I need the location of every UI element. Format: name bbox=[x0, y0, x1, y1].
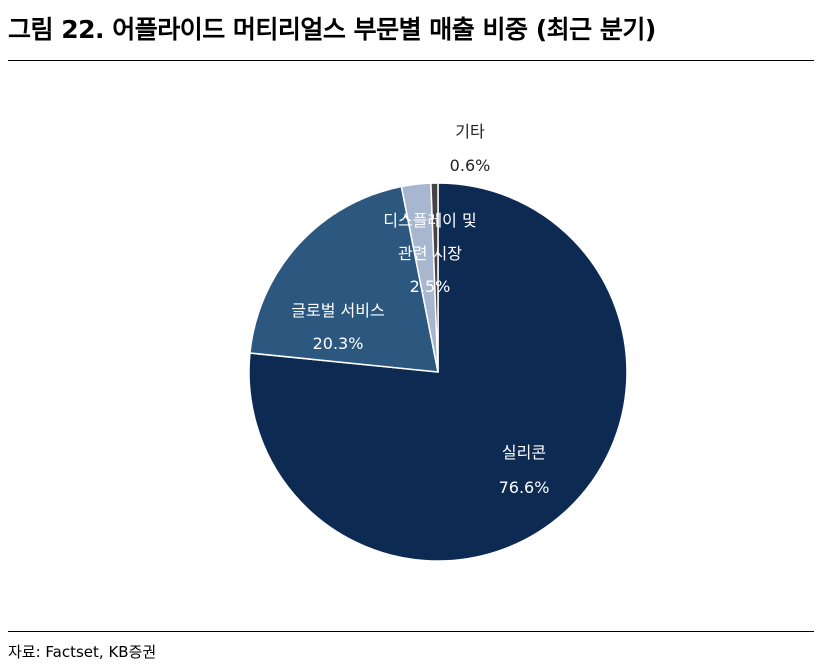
source-divider bbox=[8, 631, 814, 632]
chart-title: 그림 22. 어플라이드 머티리얼스 부문별 매출 비중 (최근 분기) bbox=[8, 15, 656, 44]
source-note: 자료: Factset, KB증권 bbox=[8, 643, 157, 661]
slice-value-label: 0.6% bbox=[450, 156, 491, 175]
slice-category-label: 관련 시장 bbox=[398, 244, 462, 263]
slice-category-label: 디스플레이 및 bbox=[383, 211, 476, 230]
pie-labels: 실리콘 76.6% 글로벌 서비스 20.3% 디스플레이 및관련 시장 2.5% 기타 0.… bbox=[291, 122, 549, 497]
slice-category-label: 기타 bbox=[455, 122, 485, 141]
slice-value-label: 2.5% bbox=[410, 277, 451, 296]
pie-slice-4 bbox=[430, 182, 439, 373]
title-divider bbox=[8, 60, 814, 61]
pie-slice-2 bbox=[249, 185, 439, 373]
slice-value-label: 20.3% bbox=[313, 334, 364, 353]
slice-category-label: 실리콘 bbox=[502, 443, 546, 462]
pie-slices bbox=[248, 182, 628, 562]
slice-value-label: 76.6% bbox=[499, 478, 550, 497]
slice-category-label: 글로벌 서비스 bbox=[291, 301, 384, 320]
